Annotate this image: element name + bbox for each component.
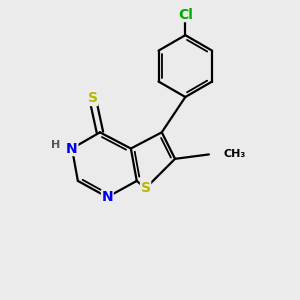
Text: H: H [51,140,60,150]
Text: Cl: Cl [178,8,193,22]
Text: S: S [88,92,98,106]
Text: N: N [66,142,78,155]
Text: S: S [141,181,151,195]
Text: CH₃: CH₃ [224,149,246,159]
Text: N: N [101,190,113,204]
